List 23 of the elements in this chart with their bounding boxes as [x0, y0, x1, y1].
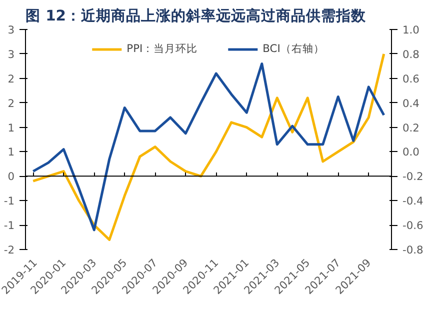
y-tick-label: -1 — [4, 194, 15, 208]
y2-tick-label: -0.8 — [402, 244, 424, 256]
legend-label: BCI（右轴） — [262, 42, 324, 56]
y2-tick-label: 0.4 — [402, 96, 420, 110]
y2-tick-label: -0.4 — [402, 194, 424, 208]
y-tick-label: -2 — [4, 244, 15, 256]
y-tick-label: 3 — [8, 48, 14, 61]
chart-title: 图 12：近期商品上涨的斜率远远高过商品供需指数 — [26, 6, 367, 24]
y2-tick-label: 0.0 — [402, 146, 420, 159]
y-tick-label: 1 — [8, 121, 14, 134]
y-tick-label: 0 — [8, 170, 15, 184]
y-tick-label: 1 — [8, 146, 14, 159]
legend-label: PPI：当月环比 — [126, 42, 198, 56]
y2-tick-label: 0.6 — [402, 72, 420, 86]
y-tick-label: 2 — [8, 72, 14, 86]
y-tick-label: 2 — [8, 96, 14, 110]
y2-tick-label: 0.2 — [402, 121, 420, 134]
y-tick-label: 3 — [8, 24, 14, 36]
y-tick-label: -1 — [4, 219, 15, 232]
y2-tick-label: 0.8 — [402, 48, 420, 61]
y2-tick-label: -0.2 — [402, 170, 424, 184]
y2-tick-label: -0.6 — [402, 219, 424, 232]
y2-tick-label: 1.0 — [402, 24, 420, 36]
